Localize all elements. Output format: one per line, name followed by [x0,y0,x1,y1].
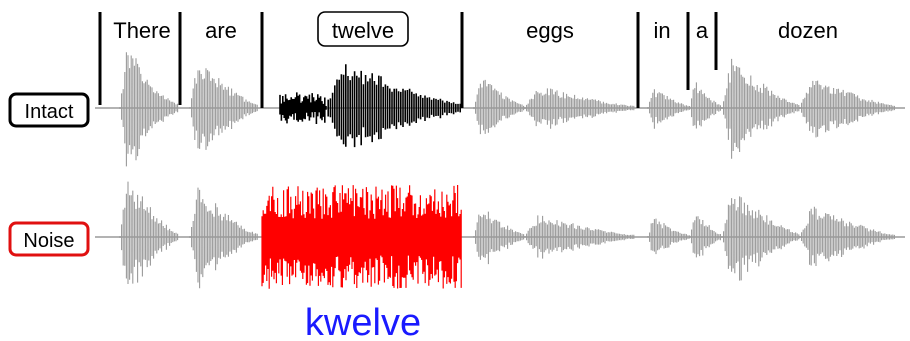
context-waveform-segment [119,52,179,167]
context-waveform-segment [647,89,691,129]
intact-label: Intact [25,101,74,123]
context-waveform-segment [524,215,635,259]
target-word-waveform [279,64,461,148]
context-waveform-segment [647,218,691,255]
context-waveform-segment [473,211,525,265]
context-waveform-segment [689,216,721,258]
intact-label-box [8,92,90,128]
context-waveform-segment [721,196,800,281]
context-waveform-segment [689,82,721,129]
word-label-a: a [696,18,709,43]
context-waveform-segment [799,206,895,266]
target-word-waveform [261,185,462,289]
perceived-word: kwelve [305,302,421,341]
context-waveform-segment [119,181,179,284]
context-waveform-segment [524,88,635,129]
context-waveform-segment [473,79,525,135]
highlighted-word-box [317,11,409,47]
word-label-in: in [653,18,670,43]
context-waveform-segment [189,68,258,150]
noise-label: Noise [23,230,74,252]
word-boundaries [98,12,718,108]
word-label-are: are [205,18,237,43]
waveform-row-intact [95,52,905,167]
word-label-dozen: dozen [778,18,838,43]
context-waveform-segment [189,187,258,289]
context-waveform-segment [799,80,895,138]
context-waveform-segment [721,58,800,159]
word-label-there: There [113,18,170,43]
word-label-twelve: twelve [332,18,394,43]
waveform-row-noise [95,181,905,289]
waveforms-layer [95,52,905,289]
word-label-eggs: eggs [526,18,574,43]
noise-label-box [8,221,90,257]
